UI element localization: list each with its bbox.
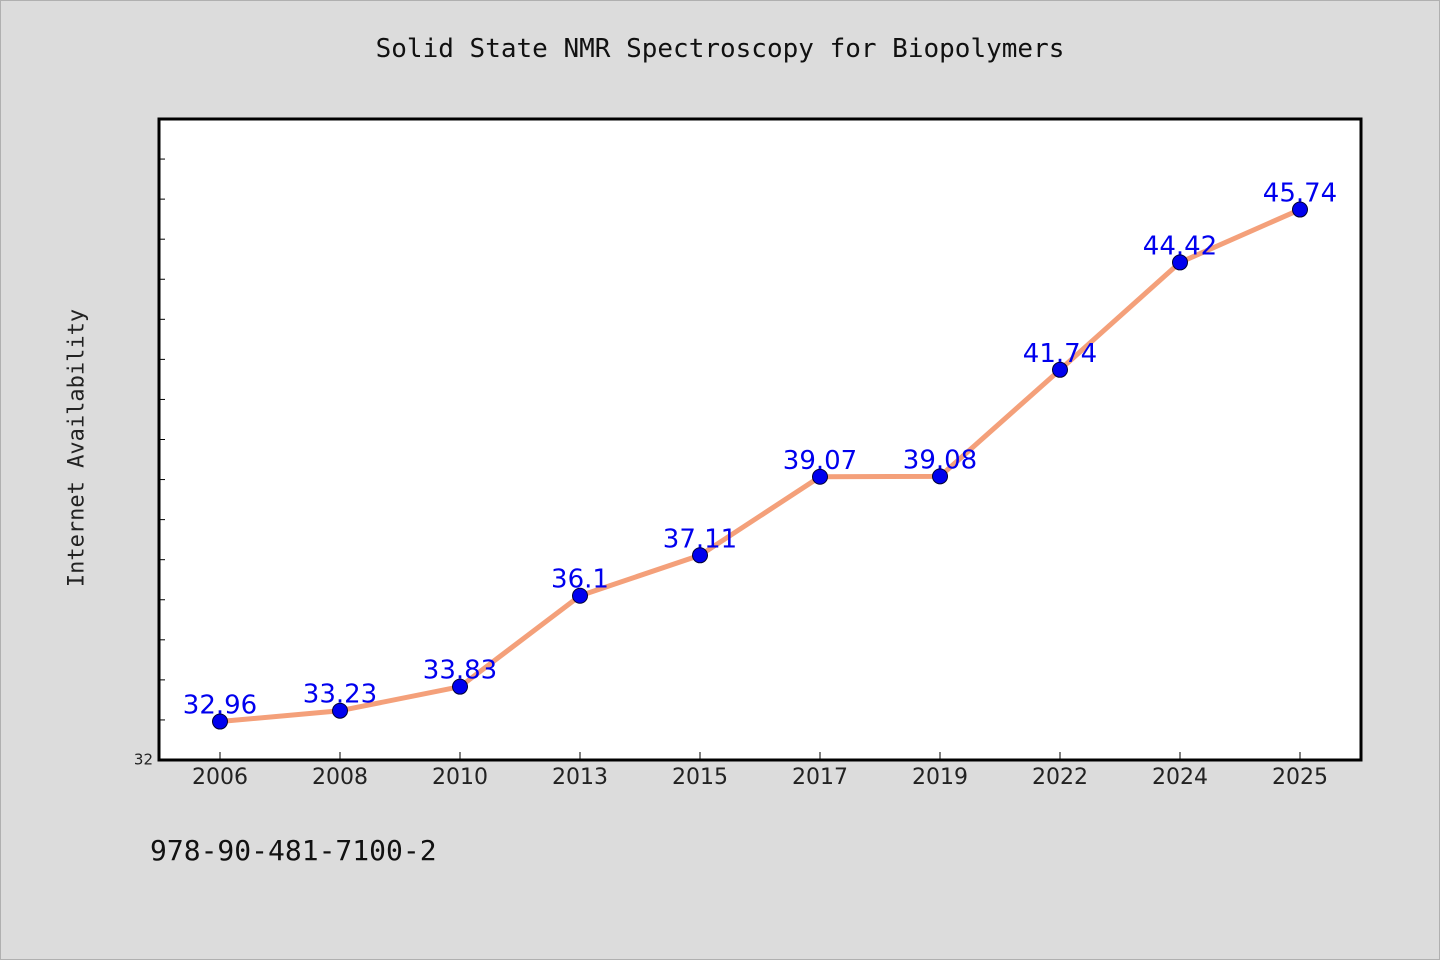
x-axis-ticks: 2006 2008 2010 2013 2015 2017 2019 2022 2024 2025: [192, 752, 1328, 790]
x-tick-label: 2010: [432, 765, 488, 790]
data-point: [1052, 361, 1068, 378]
data-label: 33.83: [423, 656, 497, 686]
series-line: [217, 207, 1303, 725]
x-tick-label: 2024: [1152, 765, 1208, 790]
data-label: 39.08: [903, 445, 977, 475]
data-label: 41.74: [1023, 339, 1097, 369]
data-label: 32.96: [183, 691, 257, 721]
data-point: [932, 468, 948, 485]
data-point: [1292, 201, 1308, 218]
x-tick-label: 2019: [912, 765, 968, 790]
data-label: 37.11: [663, 524, 737, 554]
plot-area: [157, 117, 1363, 762]
data-label: 39.07: [783, 446, 857, 476]
data-label: 33.23: [303, 680, 377, 710]
x-tick-label: 2025: [1272, 765, 1328, 790]
chart-title: Solid State NMR Spectroscopy for Biopoly…: [375, 34, 1065, 64]
x-tick-label: 2006: [192, 765, 248, 790]
data-point: [692, 547, 708, 564]
data-label: 36.1: [551, 565, 609, 595]
data-label: 45.74: [1263, 179, 1337, 209]
data-point: [452, 678, 468, 695]
data-point: [572, 587, 588, 604]
data-label: 44.42: [1143, 231, 1217, 261]
y-tick-label: 32: [134, 751, 153, 769]
x-tick-label: 2022: [1032, 765, 1088, 790]
series-markers: [212, 201, 1308, 730]
footer-isbn: 978-90-481-7100-2: [150, 834, 437, 867]
data-point: [812, 468, 828, 485]
y-axis-ticks: 32: [134, 158, 165, 769]
data-point: [212, 713, 228, 730]
x-tick-label: 2008: [312, 765, 368, 790]
data-point: [332, 702, 348, 719]
data-labels: 32.96 33.23 33.83 36.1 37.11 39.07 39.08 41.74 4…: [183, 179, 1337, 721]
data-point: [1172, 254, 1188, 271]
x-tick-label: 2015: [672, 765, 728, 790]
x-tick-label: 2017: [792, 765, 848, 790]
x-tick-label: 2013: [552, 765, 608, 790]
